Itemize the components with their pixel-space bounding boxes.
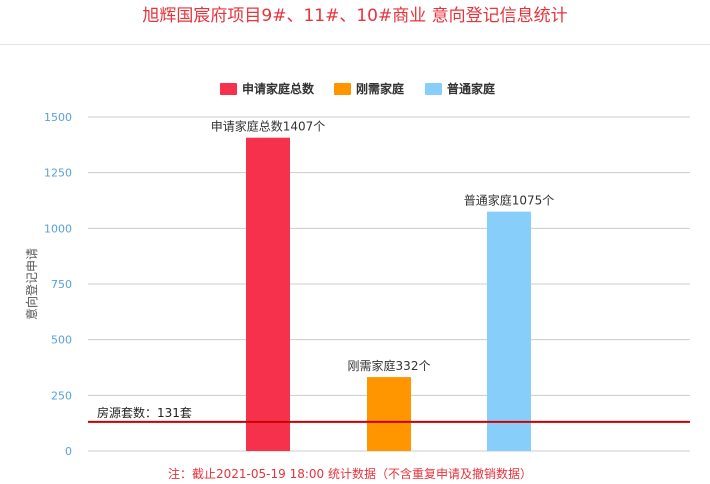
footnote: 注：截止2021-05-19 18:00 统计数据（不含重复申请及撤销数据） (168, 466, 532, 481)
bar-value-label: 普通家庭1075个 (464, 193, 555, 208)
bar (367, 377, 411, 451)
reference-line-label: 房源套数：131套 (97, 405, 192, 420)
y-tick-label: 750 (51, 278, 72, 291)
y-tick-label: 0 (65, 445, 72, 458)
legend-swatch (425, 83, 442, 95)
legend: 申请家庭总数 刚需家庭 普通家庭 (220, 81, 495, 96)
legend-label: 刚需家庭 (356, 81, 404, 96)
gridlines (88, 116, 690, 452)
chart-title: 旭辉国宸府项目9#、11#、10#商业 意向登记信息统计 (142, 6, 568, 26)
bar (487, 211, 531, 451)
y-tick-labels: 0 250 500 750 1000 1250 1500 (44, 111, 72, 458)
legend-swatch (220, 83, 237, 95)
legend-swatch (334, 83, 351, 95)
legend-label: 申请家庭总数 (242, 81, 315, 96)
y-axis-title: 意向登记申请 (24, 248, 39, 320)
bar (246, 137, 290, 451)
bar-value-label: 刚需家庭332个 (348, 358, 431, 373)
legend-label: 普通家庭 (447, 81, 495, 96)
y-tick-label: 1250 (44, 167, 72, 180)
y-tick-label: 250 (51, 389, 72, 402)
y-tick-label: 1500 (44, 111, 72, 124)
bars (246, 137, 531, 451)
title-divider (0, 44, 710, 45)
bar-value-label: 申请家庭总数1407个 (211, 119, 326, 134)
reference-line-group: 房源套数：131套 (88, 405, 690, 423)
y-tick-label: 1000 (44, 222, 72, 235)
y-tick-label: 500 (51, 334, 72, 347)
